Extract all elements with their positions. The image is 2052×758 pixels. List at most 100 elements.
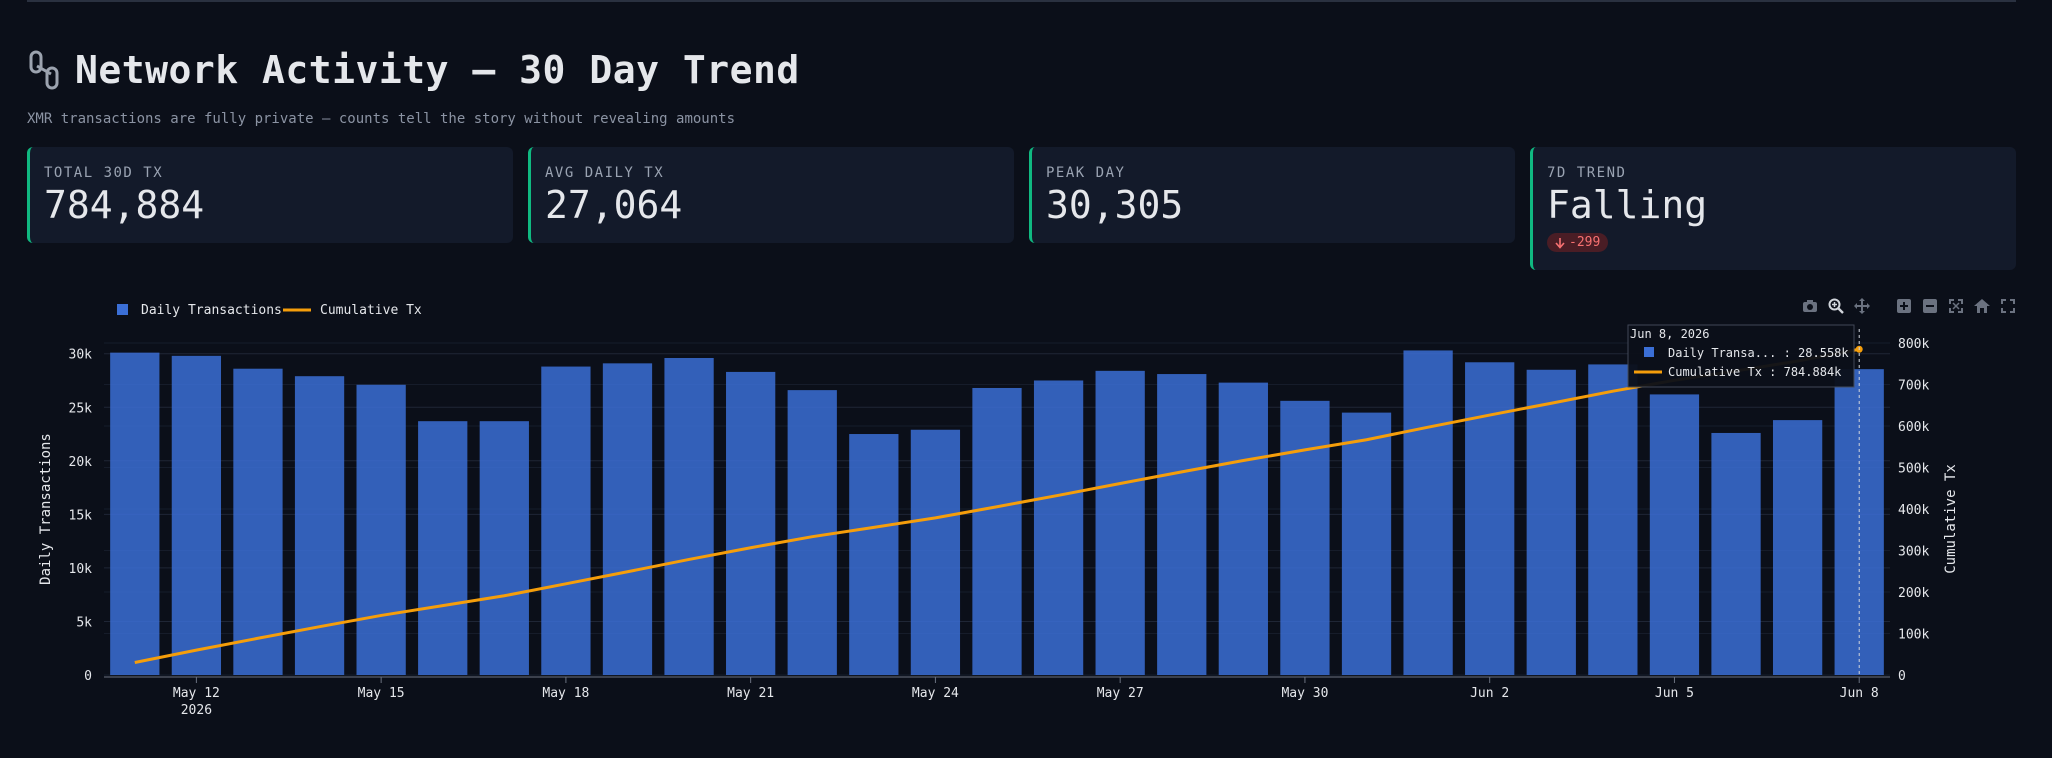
bar bbox=[171, 355, 222, 675]
stat-value: 27,064 bbox=[545, 183, 683, 227]
cumulative-line bbox=[134, 347, 1860, 664]
zoom-icon[interactable] bbox=[1826, 296, 1846, 316]
stat-value: 784,884 bbox=[44, 183, 205, 227]
x-tick-label: Jun 5 bbox=[1655, 686, 1694, 701]
camera-icon[interactable] bbox=[1800, 296, 1820, 316]
tooltip-row: Cumulative Tx : 784.884k bbox=[1668, 365, 1842, 379]
y2-tick-label: 0 bbox=[1898, 669, 1906, 684]
bar bbox=[1465, 362, 1515, 675]
bar bbox=[664, 357, 714, 675]
stat-label: AVG DAILY TX bbox=[545, 165, 665, 181]
legend-label: Daily Transactions bbox=[141, 303, 282, 318]
tooltip-swatch-bar bbox=[1644, 347, 1654, 357]
bar bbox=[1280, 400, 1330, 675]
trend-badge: -299 bbox=[1547, 233, 1609, 252]
bar bbox=[1588, 364, 1638, 675]
x-tick-sublabel: 2026 bbox=[181, 703, 212, 718]
bar bbox=[541, 366, 591, 675]
y-tick-label: 25k bbox=[69, 401, 93, 416]
bar bbox=[479, 421, 529, 675]
arrow-down-icon bbox=[1555, 237, 1565, 249]
stat-card-average: AVG DAILY TX 27,064 bbox=[528, 147, 1014, 243]
x-tick-label: May 15 bbox=[358, 686, 405, 701]
y2-tick-label: 800k bbox=[1898, 337, 1929, 352]
y2-tick-label: 300k bbox=[1898, 545, 1929, 560]
y2-tick-label: 400k bbox=[1898, 503, 1929, 518]
y2-tick-label: 100k bbox=[1898, 628, 1929, 643]
x-tick-label: May 12 bbox=[173, 686, 220, 701]
stat-label: TOTAL 30D TX bbox=[44, 165, 164, 181]
y-tick-label: 30k bbox=[69, 348, 93, 363]
y-tick-label: 0 bbox=[84, 669, 92, 684]
bar bbox=[1403, 350, 1453, 675]
x-tick-label: May 21 bbox=[727, 686, 774, 701]
bar bbox=[972, 387, 1022, 675]
top-divider bbox=[27, 0, 2016, 2]
stat-value: 30,305 bbox=[1046, 183, 1184, 227]
y-tick-label: 5k bbox=[76, 615, 92, 630]
tooltip-row: Daily Transa... : 28.558k bbox=[1668, 346, 1849, 360]
chain-link-icon bbox=[29, 50, 59, 90]
fullscreen-icon[interactable] bbox=[1998, 296, 2018, 316]
y-tick-label: 20k bbox=[69, 455, 93, 470]
axes: 0 5k 10k 15k 20k 25k 30k 0 100k 200k 300k 400k 500k 6… bbox=[38, 337, 1959, 718]
bar bbox=[110, 352, 160, 675]
chart-container: 0 5k 10k 15k 20k 25k 30k 0 100k 200k 300k 400k 500k 6… bbox=[0, 285, 2052, 754]
y2-tick-label: 200k bbox=[1898, 586, 1929, 601]
stat-card-trend: 7D TREND Falling -299 bbox=[1530, 147, 2016, 270]
x-tick-label: Jun 2 bbox=[1470, 686, 1509, 701]
bar bbox=[849, 434, 899, 675]
tooltip-title: Jun 8, 2026 bbox=[1630, 327, 1709, 341]
bar bbox=[1649, 394, 1700, 675]
chart-legend[interactable]: Daily Transactions Cumulative Tx bbox=[117, 303, 422, 318]
y2-axis-title: Cumulative Tx bbox=[1943, 464, 1959, 574]
tooltip-box bbox=[1627, 324, 1855, 388]
bar bbox=[418, 421, 468, 675]
y2-tick-label: 600k bbox=[1898, 420, 1929, 435]
pan-icon[interactable] bbox=[1852, 296, 1872, 316]
y-axis-title: Daily Transactions bbox=[38, 433, 54, 585]
autoscale-icon[interactable] bbox=[1946, 296, 1966, 316]
chart-modebar bbox=[1800, 296, 2018, 316]
x-tick-label: May 24 bbox=[912, 686, 959, 701]
x-tick-label: Jun 8 bbox=[1840, 686, 1879, 701]
zoom-out-icon[interactable] bbox=[1920, 296, 1940, 316]
bar bbox=[233, 368, 283, 675]
y-tick-label: 15k bbox=[69, 508, 93, 523]
bar bbox=[787, 390, 837, 675]
home-icon[interactable] bbox=[1972, 296, 1992, 316]
bar bbox=[1095, 370, 1145, 675]
page-title: Network Activity — 30 Day Trend bbox=[75, 48, 800, 92]
bar bbox=[1033, 380, 1084, 675]
trend-badge-value: -299 bbox=[1569, 235, 1601, 250]
bar bbox=[1526, 369, 1576, 675]
y-tick-label: 10k bbox=[69, 562, 93, 577]
stat-value: Falling bbox=[1547, 183, 1708, 227]
bar bbox=[1772, 420, 1823, 675]
bar bbox=[910, 429, 961, 675]
bar bbox=[1711, 432, 1761, 675]
title-row: Network Activity — 30 Day Trend bbox=[27, 48, 800, 92]
zoom-in-icon[interactable] bbox=[1894, 296, 1914, 316]
stat-card-total: TOTAL 30D TX 784,884 bbox=[27, 147, 513, 243]
legend-label: Cumulative Tx bbox=[320, 303, 422, 318]
hover-tooltip: Jun 8, 2026 Daily Transa... : 28.558k Cumu… bbox=[1627, 324, 1860, 677]
bar-series bbox=[110, 350, 1884, 675]
x-tick-label: May 27 bbox=[1097, 686, 1144, 701]
stat-label: 7D TREND bbox=[1547, 165, 1627, 181]
y2-tick-label: 700k bbox=[1898, 379, 1929, 394]
bar bbox=[1341, 412, 1392, 675]
bar bbox=[602, 363, 653, 675]
bar bbox=[1218, 382, 1268, 675]
stat-card-peak: PEAK DAY 30,305 bbox=[1029, 147, 1515, 243]
legend-swatch-bar bbox=[117, 304, 128, 315]
bar bbox=[1157, 374, 1207, 675]
network-activity-chart[interactable]: 0 5k 10k 15k 20k 25k 30k 0 100k 200k 300k 400k 500k 6… bbox=[0, 285, 2052, 754]
bar bbox=[356, 384, 406, 675]
stat-label: PEAK DAY bbox=[1046, 165, 1126, 181]
bar bbox=[726, 371, 776, 675]
page-subtitle: XMR transactions are fully private — cou… bbox=[27, 111, 736, 127]
x-tick-label: May 18 bbox=[542, 686, 589, 701]
y2-tick-label: 500k bbox=[1898, 462, 1929, 477]
x-tick-label: May 30 bbox=[1281, 686, 1328, 701]
